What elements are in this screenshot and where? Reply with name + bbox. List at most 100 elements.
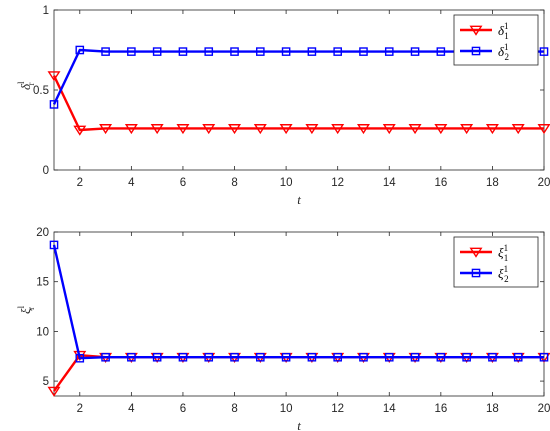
x-tick-label: 20	[538, 177, 550, 189]
data-point	[359, 47, 368, 56]
data-point	[331, 124, 345, 135]
data-point	[101, 352, 110, 362]
data-point	[359, 352, 368, 362]
data-point	[279, 124, 293, 135]
x-tick-label: 18	[486, 403, 499, 415]
data-point	[47, 386, 61, 397]
x-tick-label: 14	[383, 403, 396, 415]
data-point	[307, 47, 317, 56]
data-point	[73, 350, 87, 361]
data-point	[49, 100, 59, 109]
x-tick-label: 10	[280, 403, 293, 415]
legend-marker	[471, 46, 481, 56]
data-point	[485, 124, 499, 135]
legend-label-1: ξ1 1	[498, 243, 508, 263]
x-tick-label: 6	[180, 177, 186, 189]
data-point	[127, 352, 136, 362]
data-point	[230, 47, 239, 56]
data-point	[49, 240, 59, 250]
legend-box	[453, 14, 539, 66]
data-point	[101, 47, 110, 56]
chart-panel-2: 2 4 6 8 10 12 14 16 18 20 5 10 15 20 t ξlr ξ1 1ξ1 2	[16, 227, 550, 431]
data-point	[75, 45, 85, 55]
data-point	[511, 124, 525, 135]
data-point	[333, 352, 342, 362]
data-point	[539, 352, 549, 362]
data-point	[47, 71, 61, 82]
y-tick-label: 15	[36, 277, 49, 289]
x-tick-label: 12	[331, 177, 344, 189]
x-tick-label: 8	[231, 177, 237, 189]
data-point	[256, 352, 265, 362]
data-point	[204, 352, 214, 362]
data-point	[178, 352, 188, 362]
data-point	[488, 352, 497, 362]
data-point	[513, 352, 523, 362]
legend-label-1: δ1 1	[498, 21, 509, 41]
legend-marker	[469, 25, 483, 36]
data-point	[408, 124, 422, 135]
data-point	[73, 125, 87, 136]
data-point	[382, 124, 396, 135]
x-tick-label: 12	[331, 403, 344, 415]
data-point	[436, 47, 446, 56]
data-point	[124, 124, 138, 135]
legend: ξ1 1ξ1 2	[453, 236, 539, 288]
legend: δ1 1δ1 2	[453, 14, 539, 66]
data-point	[307, 352, 317, 362]
legend-box	[453, 236, 539, 288]
data-point	[537, 124, 550, 135]
data-point	[75, 353, 85, 363]
data-point	[99, 124, 113, 135]
data-point	[384, 352, 394, 362]
y-tick-label: 0	[43, 165, 49, 177]
legend-marker	[469, 247, 483, 258]
x-axis-label: t	[297, 418, 301, 431]
data-point	[230, 352, 239, 362]
x-tick-label: 4	[128, 403, 135, 415]
x-tick-label: 2	[77, 403, 83, 415]
data-point	[305, 124, 319, 135]
data-point	[333, 47, 342, 56]
data-point	[178, 47, 188, 56]
data-point	[384, 47, 394, 56]
x-tick-label: 4	[128, 177, 135, 189]
x-tick-label: 18	[486, 177, 499, 189]
data-point	[410, 47, 420, 56]
y-tick-label: 0.5	[33, 85, 49, 97]
data-point	[152, 352, 162, 362]
data-point	[436, 352, 446, 362]
x-axis-label: t	[297, 192, 301, 207]
y-axis-label: δlr	[16, 81, 36, 90]
y-tick-label: 10	[36, 326, 49, 338]
data-point	[462, 352, 471, 362]
data-point	[281, 352, 291, 362]
data-point	[176, 124, 190, 135]
x-tick-label: 10	[280, 177, 293, 189]
data-point	[434, 124, 448, 135]
data-point	[253, 124, 267, 135]
data-point	[256, 47, 265, 56]
data-point	[356, 124, 370, 135]
x-tick-label: 2	[77, 177, 83, 189]
x-tick-label: 16	[434, 403, 447, 415]
legend-label-2: δ1 2	[498, 42, 509, 62]
legend-marker	[471, 268, 481, 278]
y-tick-label: 1	[43, 5, 49, 17]
data-point	[228, 124, 242, 135]
x-tick-label: 6	[180, 403, 186, 415]
x-tick-label: 20	[538, 403, 550, 415]
data-point	[150, 124, 164, 135]
data-point	[127, 47, 136, 56]
x-tick-label: 8	[231, 403, 237, 415]
data-point	[204, 47, 214, 56]
data-point	[281, 47, 291, 56]
series-line-1	[52, 75, 544, 132]
legend-label-2: ξ1 2	[498, 264, 509, 284]
data-point	[152, 47, 162, 56]
y-tick-label: 20	[36, 227, 49, 239]
data-point	[410, 352, 420, 362]
y-tick-label: 5	[43, 376, 49, 388]
data-point	[460, 124, 474, 135]
